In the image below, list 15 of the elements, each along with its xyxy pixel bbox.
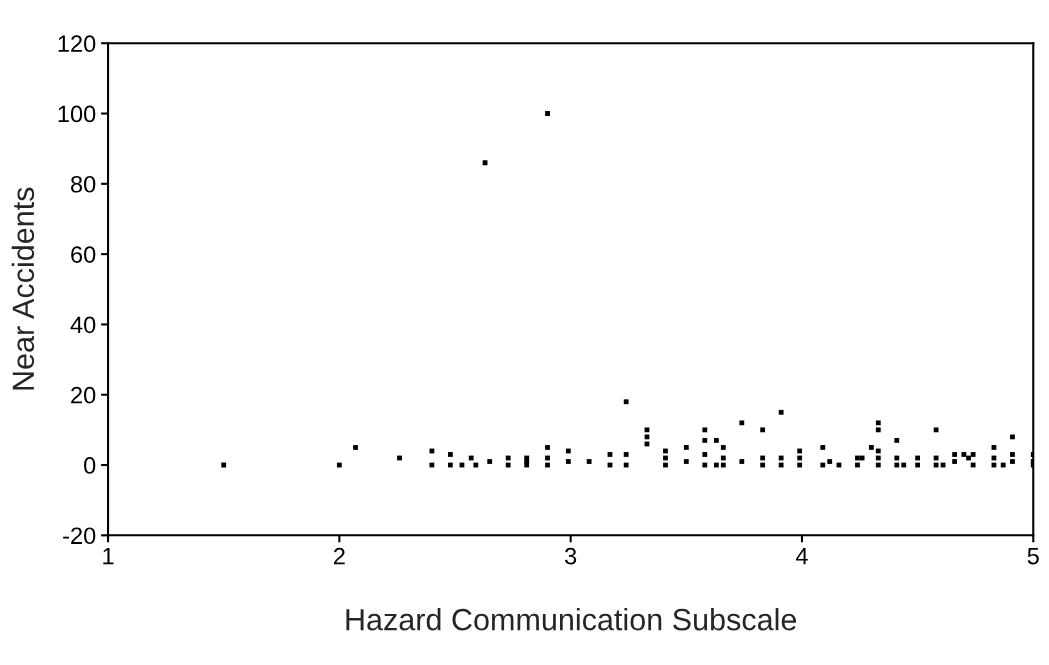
y-tick-label: -20 [63,527,96,545]
y-tick-label: 0 [84,457,96,474]
y-tick-label: 40 [70,316,96,334]
x-tick-label: 3 [564,547,577,565]
x-tick-label: 2 [333,547,345,565]
x-tick-label: 5 [1027,548,1039,565]
y-tick-label: 120 [58,35,96,53]
y-tick-label: 80 [71,175,96,193]
y-axis-title: Near Accidents [11,187,35,390]
x-axis-title: Hazard Communication Subscale [346,608,797,631]
y-tick-label: 60 [71,246,96,263]
y-tick-label: 20 [71,386,96,404]
y-tick-label: 100 [58,105,96,123]
x-tick-label: 4 [795,548,808,565]
x-tick-label: 1 [103,548,114,565]
